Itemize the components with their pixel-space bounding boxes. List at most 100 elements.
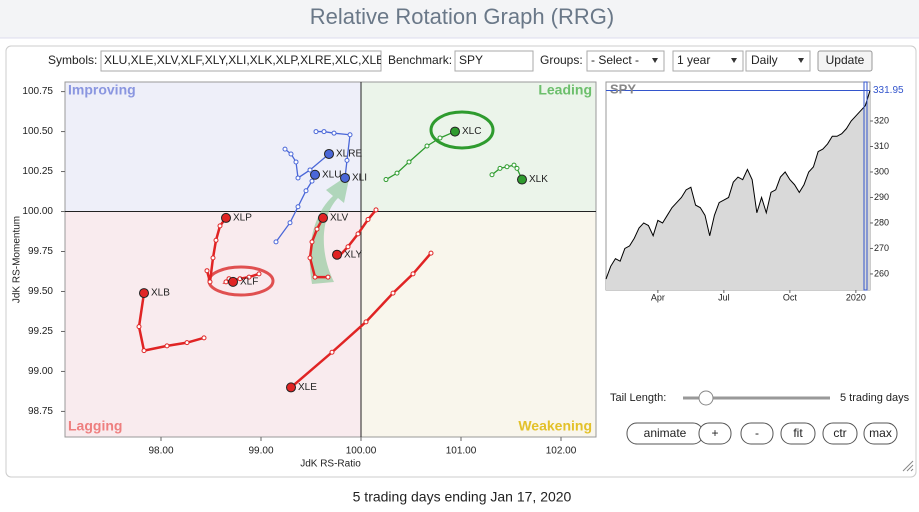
tool-button[interactable] [780,422,816,445]
tail-point [511,162,517,168]
tail-point [217,223,223,229]
quadrant [65,82,361,212]
x-tick-label: 98.00 [148,446,173,457]
tail-point [184,340,190,346]
tail-point [347,132,353,138]
x-tick-label: Oct [783,292,798,302]
period-value: 1 year [677,53,710,67]
benchmark-input[interactable] [454,50,534,72]
plot-frame [64,81,597,438]
y-tick-label: 270 [874,243,889,253]
tool-button-label: ctr [833,426,846,440]
y-tick-label: 320 [874,115,889,125]
symbol-label: XLV [330,213,348,224]
symbol-label: XLF [240,277,258,288]
symbols-label: Symbols: [48,53,97,67]
tail-point [514,165,520,171]
tail-point [424,143,430,149]
tail-point [303,188,309,194]
x-tick-label: 2020 [846,292,866,302]
tail-point [489,172,495,178]
slider-knob[interactable] [698,390,714,406]
symbol-label: XLU [322,169,341,180]
tail-label: Tail Length: [610,392,666,404]
symbol-label: XLRE [336,149,362,160]
y-tick-label: 98.75 [28,406,53,417]
interval-value: Daily [751,53,778,67]
tool-button[interactable] [822,422,858,445]
tail-point [288,151,294,157]
tail-point [504,164,510,170]
y-tick-label: 99.00 [28,366,53,377]
spy-chart: 331.95 SPY Apr Jul Oct 2020 260 270 280 290 300 310… [605,81,904,302]
tail-point [141,348,147,354]
rrg-chart: Improving Leading Lagging Weakening 98.00 99.… [12,81,597,470]
tail-point [497,165,503,171]
y-tick-label: 100.00 [22,206,53,217]
tail-point [204,268,210,274]
period-select[interactable] [672,50,744,72]
tool-button-label: - [755,426,759,440]
y-axis-label: JdK RS-Momentum [12,216,23,303]
tail-point [256,271,262,277]
tail-point [373,207,379,213]
tail-window [863,81,868,291]
last-price-label: 331.95 [873,85,904,96]
head-marker [139,288,149,299]
tail-point [287,220,293,226]
tail-point [273,239,279,245]
x-tick-label: 100.00 [346,446,377,457]
x-tick-label: 99.00 [248,446,273,457]
update-button[interactable] [817,50,873,72]
benchmark-value: SPY [459,53,483,67]
symbol-label: XLC [462,126,481,137]
title-bar [0,0,919,38]
y-tick-label: 100.75 [22,86,53,97]
tool-button-label: + [711,426,718,440]
head-marker [318,212,328,223]
tail-point [314,226,320,232]
head-marker [517,174,527,185]
tail-point [406,159,412,165]
price-area [606,90,870,290]
tail-point [365,217,371,223]
head-marker [228,276,238,287]
y-tick-label: 99.50 [28,286,53,297]
head-marker [340,172,350,183]
tail-point [329,349,335,355]
tool-button[interactable] [740,422,774,445]
tail-line [137,292,205,353]
benchmark-label: Benchmark: [388,53,452,67]
tail-point [213,237,219,243]
tail-point [390,290,396,296]
groups-select[interactable] [586,50,665,72]
symbol-label: XLE [298,382,317,393]
quadrant-label: Lagging [68,418,122,434]
tail-point [312,274,318,280]
symbol-label: XLB [151,288,170,299]
tail-point [410,271,416,277]
y-tick-label: 99.75 [28,246,53,257]
tool-button[interactable] [863,422,898,445]
tail-point [164,343,170,349]
highlight-arrow [309,174,350,284]
x-axis-label: JdK RS-Ratio [300,459,361,470]
tool-button[interactable] [698,422,732,445]
tail-point [325,274,331,280]
tail-point [295,204,301,210]
tail-point [237,276,243,282]
tool-button-label: fit [793,426,803,440]
symbols-input[interactable] [100,50,382,72]
tail-point [428,250,434,256]
footer: 5 trading days ending Jan 17, 2020 [353,489,572,505]
tail-point [363,319,369,325]
y-tick-label: 99.25 [28,326,53,337]
interval-select[interactable] [745,50,811,72]
tail-point [345,244,351,250]
symbol-label: XLK [529,174,548,185]
tail-value: 5 trading days [840,392,910,404]
x-tick-label: Jul [718,292,730,302]
buttons: animate + - fit ctr max [626,422,898,445]
quadrant-label: Leading [538,82,592,98]
